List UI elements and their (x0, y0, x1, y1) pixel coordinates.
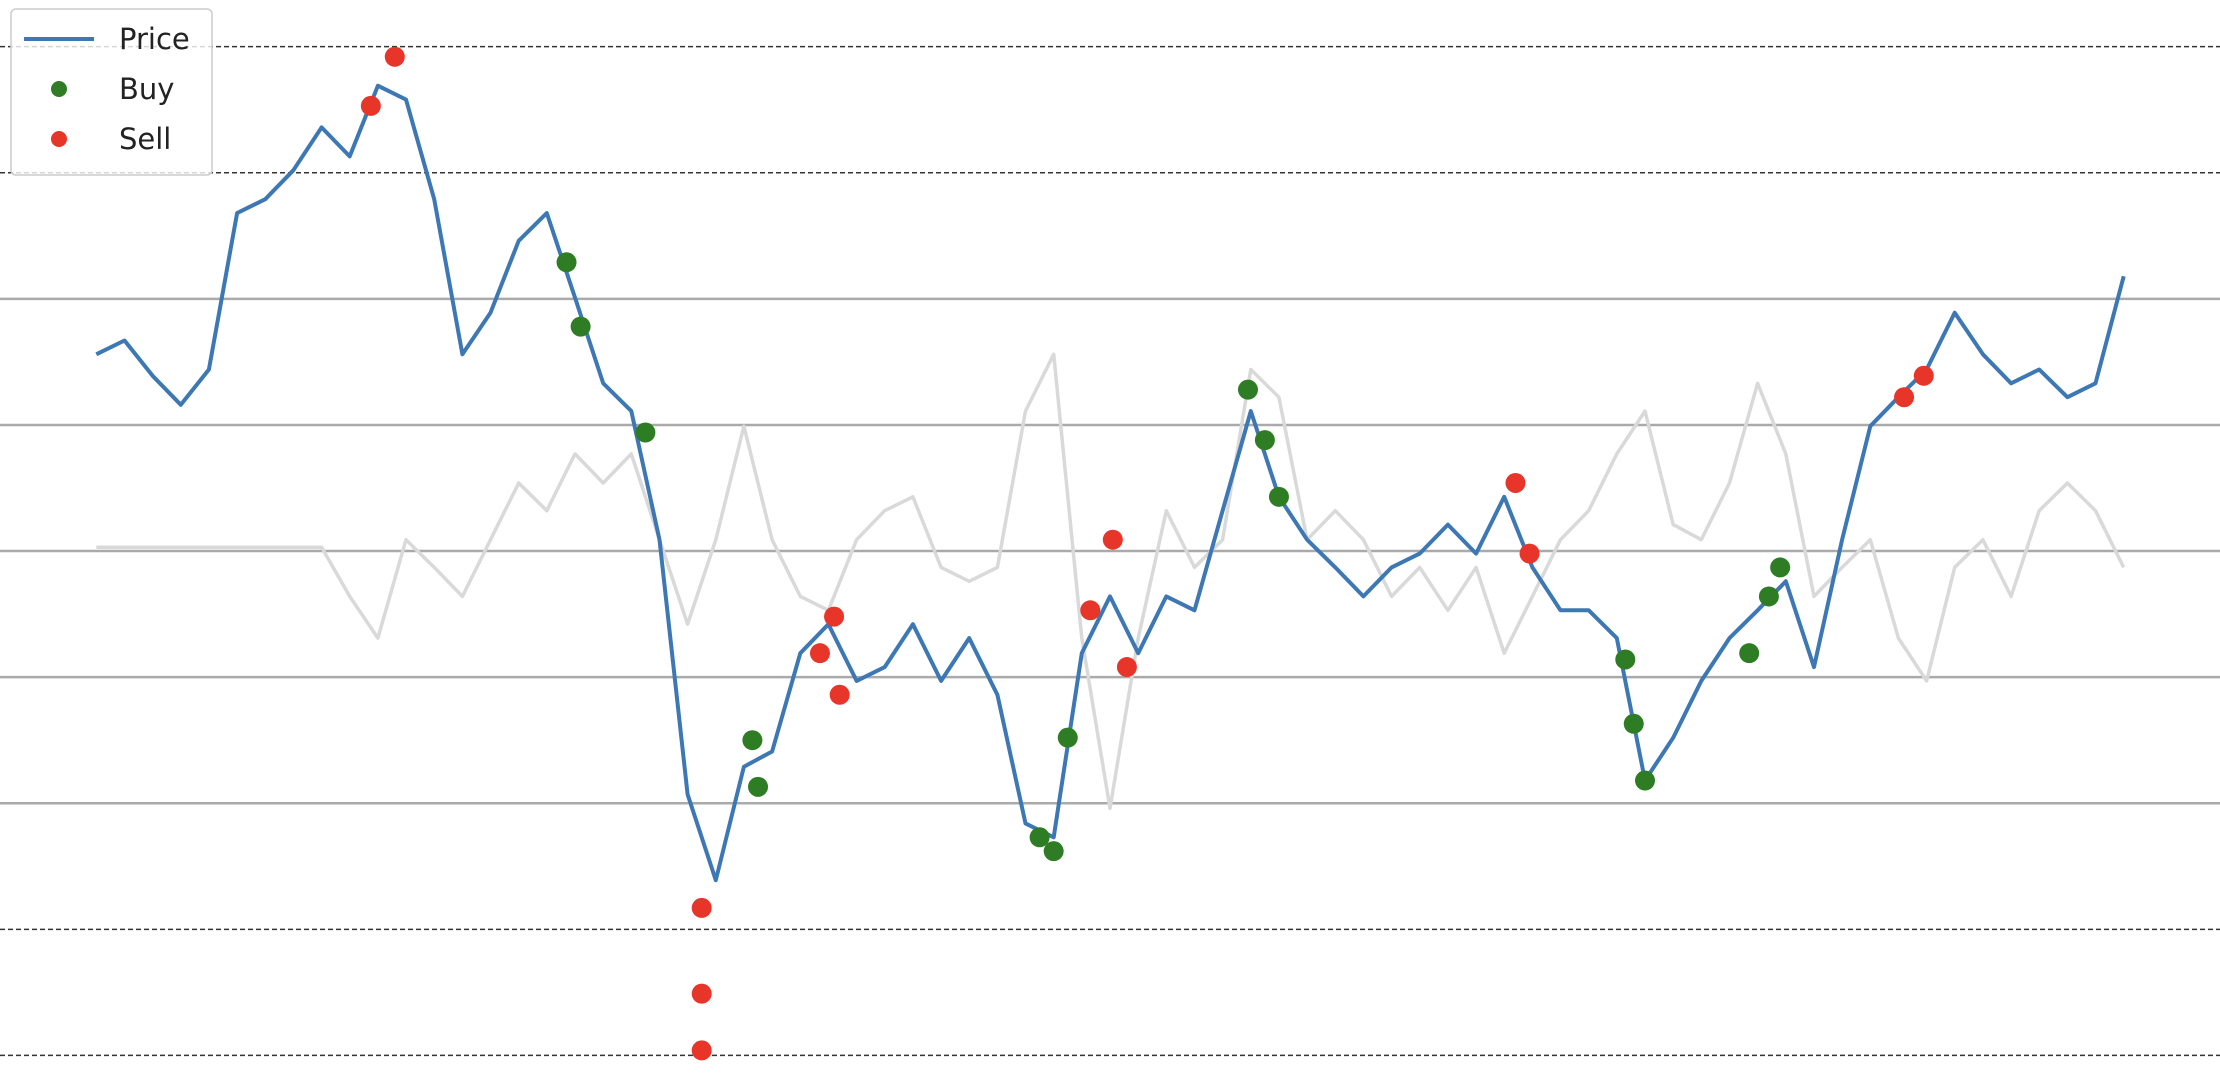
signal-marker (1758, 586, 1779, 607)
signal-marker (1894, 387, 1915, 408)
signal-marker (1913, 365, 1934, 386)
signal-marker (691, 897, 712, 918)
signal-marker (1057, 727, 1078, 748)
signal-marker (1254, 430, 1275, 451)
signal-marker (1505, 472, 1526, 493)
signal-marker (1080, 600, 1101, 621)
signal-marker (1635, 770, 1656, 791)
signal-marker (360, 95, 381, 116)
signal-marker (824, 606, 845, 627)
signal-marker (809, 643, 830, 664)
legend-label: Price (119, 22, 190, 56)
legend-label: Buy (119, 72, 174, 106)
signal-marker (1770, 557, 1791, 578)
signal-marker (1519, 543, 1540, 564)
signal-marker (829, 684, 850, 705)
signal-marker (691, 1040, 712, 1061)
signal-marker (1237, 379, 1258, 400)
signal-marker (384, 46, 405, 67)
signal-marker (1029, 827, 1050, 848)
signal-marker (570, 316, 591, 337)
signal-marker (1268, 486, 1289, 507)
signal-marker (748, 776, 769, 797)
indicator-line (96, 352, 2126, 811)
signal-marker (556, 252, 577, 273)
signal-marker (1739, 643, 1760, 664)
signal-marker (1116, 657, 1137, 678)
signal-marker (742, 730, 763, 751)
signal-marker (1615, 649, 1636, 670)
legend-dot (51, 131, 67, 147)
signal-marker (635, 422, 656, 443)
legend-label: Sell (119, 122, 171, 156)
legend-dot (51, 81, 67, 97)
signal-marker (1043, 841, 1064, 862)
price-line (95, 83, 2126, 883)
signal-marker (1623, 713, 1644, 734)
signal-marker (1102, 529, 1123, 550)
signal-marker (691, 983, 712, 1004)
